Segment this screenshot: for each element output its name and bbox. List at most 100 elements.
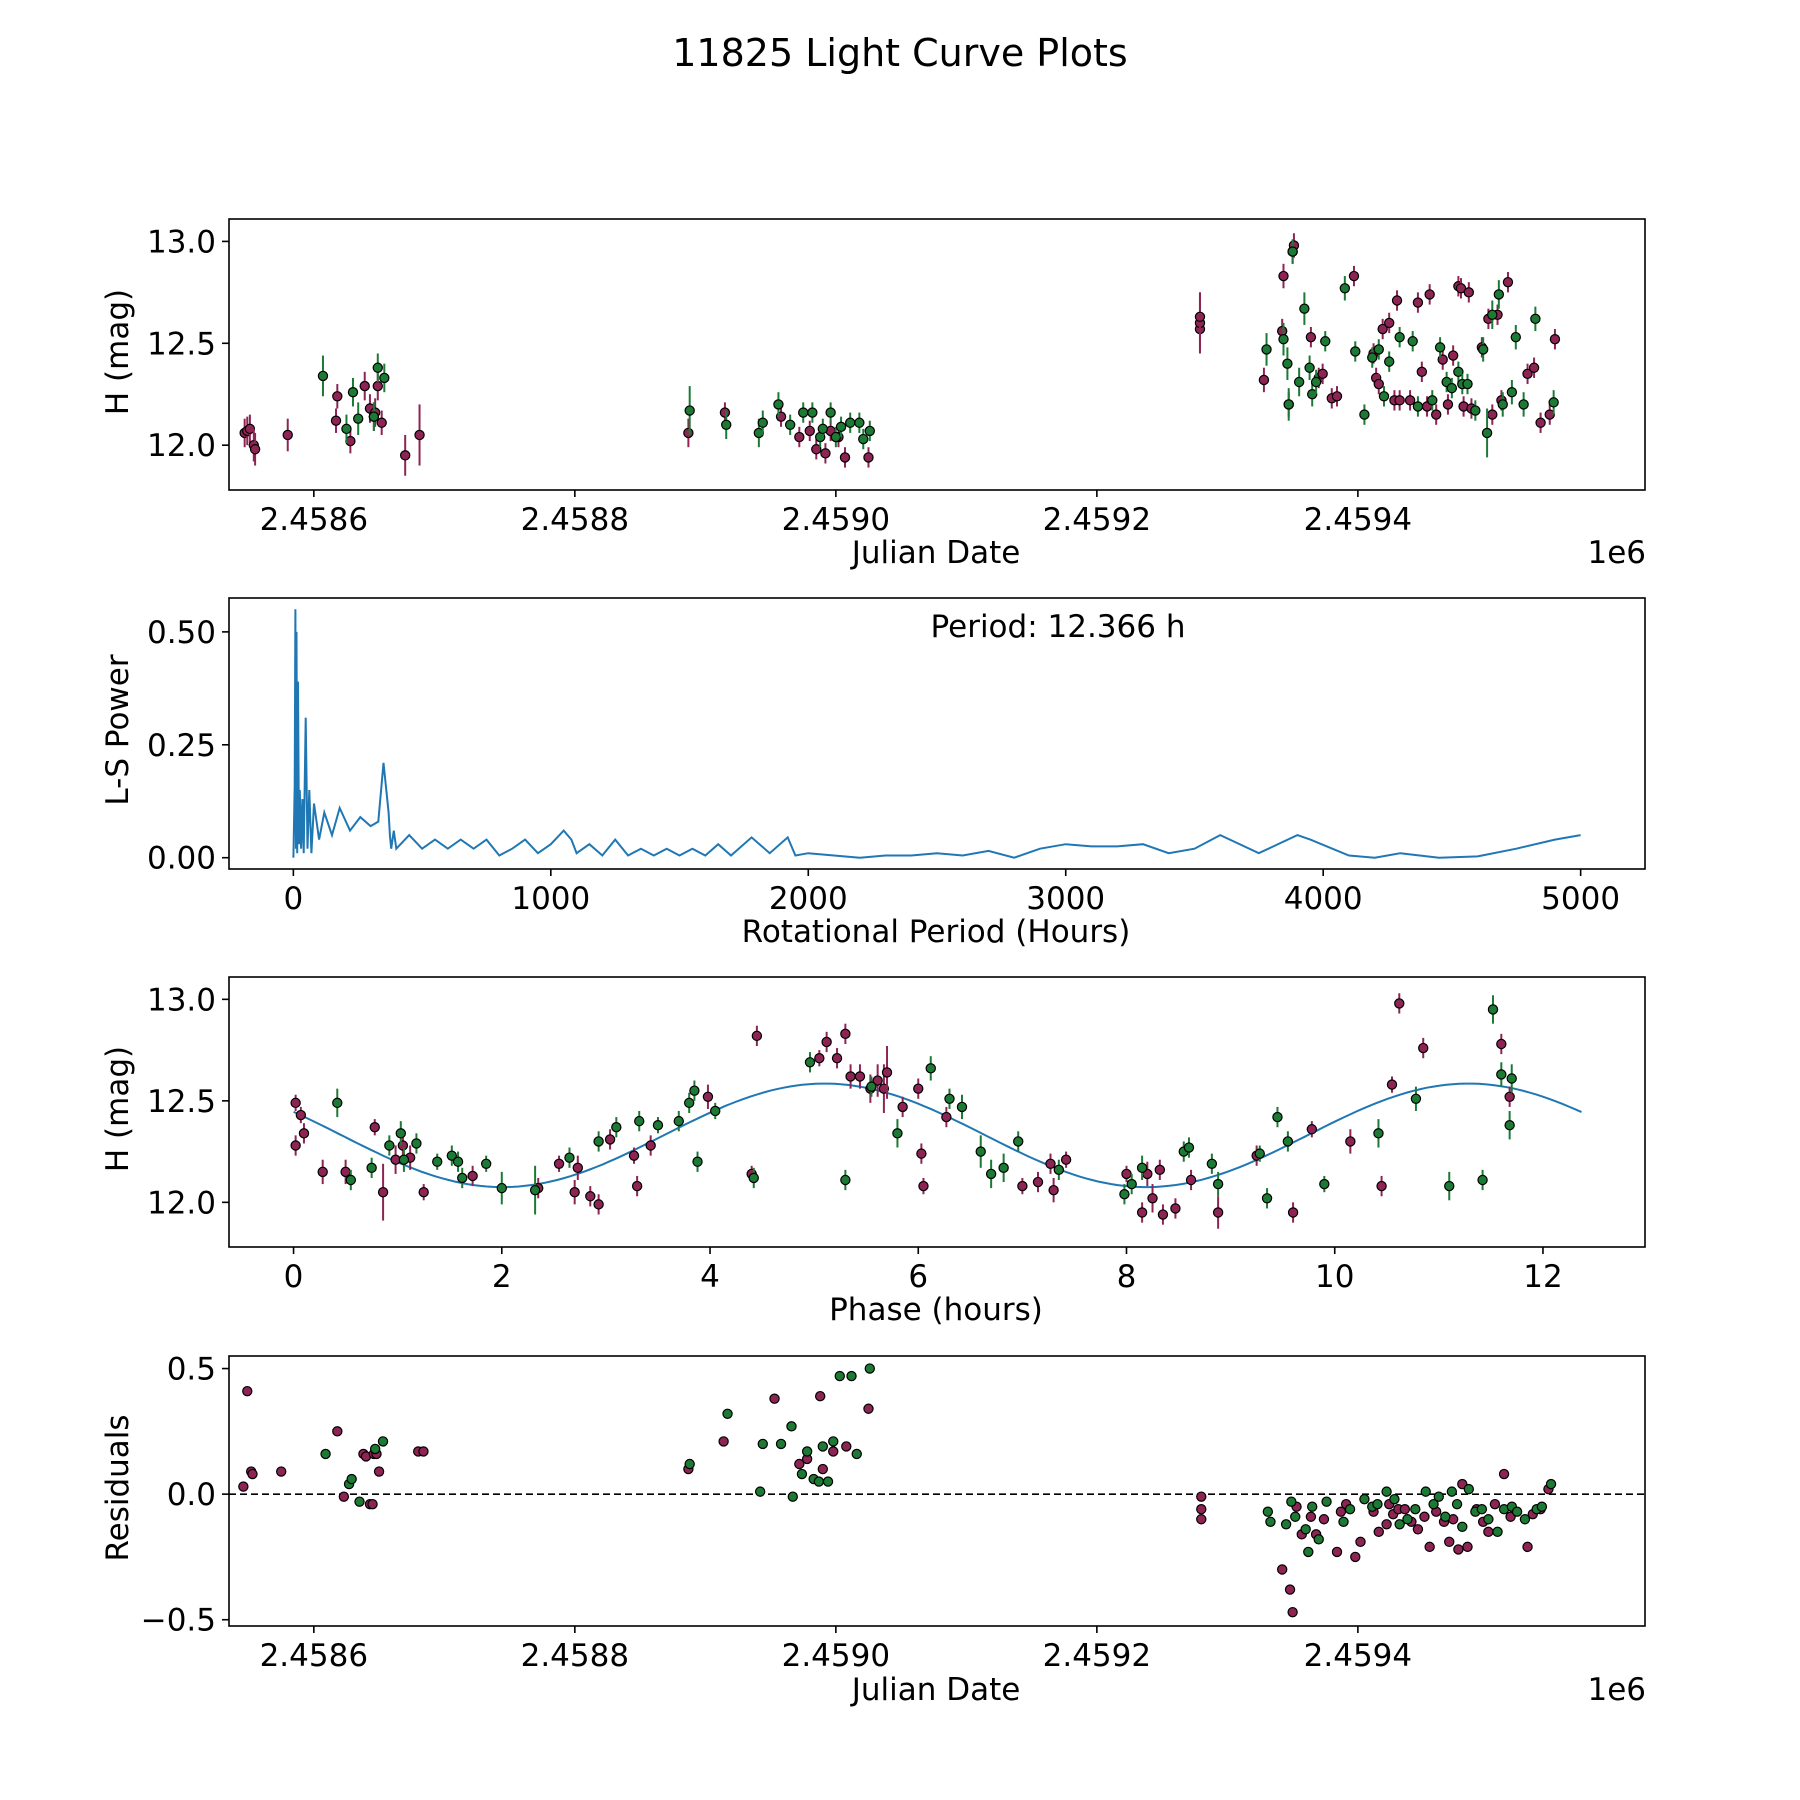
- green-data-point: [1410, 1504, 1421, 1515]
- red-data-point: [719, 407, 731, 418]
- green-data-point: [1338, 1516, 1349, 1527]
- green-data-point: [1487, 1004, 1499, 1015]
- red-data-point: [372, 380, 383, 392]
- figure-title: 11825 Light Curve Plots: [672, 31, 1127, 75]
- panel-4-offset-label: 1e6: [1587, 1672, 1646, 1708]
- red-data-point: [1483, 1526, 1494, 1538]
- red-data-point: [1318, 1514, 1330, 1525]
- red-data-point: [1157, 1209, 1169, 1220]
- x-tick-label: 2.4594: [1304, 1638, 1412, 1674]
- green-data-point: [1497, 399, 1508, 410]
- red-data-point: [340, 1166, 351, 1178]
- red-data-point: [593, 1199, 604, 1210]
- red-data-point: [718, 1436, 729, 1447]
- green-data-point: [684, 1097, 695, 1109]
- red-data-point: [863, 452, 874, 463]
- y-tick-label: 12.0: [147, 428, 216, 464]
- green-data-point: [1367, 352, 1378, 363]
- red-data-point: [1276, 1564, 1288, 1575]
- green-data-point: [796, 1468, 808, 1480]
- red-data-point: [1278, 270, 1289, 282]
- red-data-point: [418, 1186, 429, 1198]
- red-data-point: [1535, 417, 1546, 428]
- x-tick-label: 2.4588: [521, 1638, 629, 1674]
- red-data-point: [1212, 1207, 1224, 1218]
- red-data-point: [1348, 270, 1360, 282]
- red-data-point: [1121, 1168, 1132, 1180]
- green-data-point: [840, 1174, 851, 1186]
- red-data-point: [1394, 395, 1405, 406]
- red-data-point: [367, 1498, 378, 1510]
- green-data-point: [801, 1446, 813, 1457]
- red-data-point: [1412, 1524, 1424, 1535]
- green-data-point: [834, 1370, 845, 1382]
- red-data-point: [821, 1036, 832, 1048]
- green-data-point: [1126, 1178, 1137, 1190]
- green-data-point: [1282, 1136, 1294, 1147]
- green-data-point: [1373, 344, 1384, 355]
- green-data-point: [398, 1154, 410, 1165]
- green-data-point: [1462, 378, 1473, 390]
- green-data-point: [1394, 331, 1405, 343]
- green-data-point: [1412, 401, 1424, 412]
- green-data-point: [432, 1156, 443, 1167]
- green-data-point: [354, 1496, 365, 1507]
- green-data-point: [1487, 309, 1498, 320]
- green-data-point: [480, 1158, 492, 1169]
- green-data-point: [1492, 1526, 1503, 1538]
- red-data-point: [373, 1466, 385, 1477]
- green-data-point: [1477, 1174, 1488, 1186]
- green-data-point: [817, 1441, 829, 1452]
- red-data-point: [1060, 1154, 1072, 1165]
- green-data-point: [411, 1138, 422, 1149]
- red-data-point: [290, 1140, 301, 1151]
- green-data-point: [1427, 395, 1438, 406]
- green-data-point: [721, 419, 732, 430]
- green-data-point: [1372, 1498, 1383, 1510]
- green-data-point: [773, 399, 784, 410]
- red-data-point: [376, 417, 387, 428]
- red-data-point: [397, 1140, 409, 1151]
- green-data-point: [798, 407, 809, 418]
- red-data-point: [645, 1140, 656, 1151]
- y-tick-label: 0.50: [147, 615, 216, 651]
- red-data-point: [1489, 1498, 1501, 1510]
- green-data-point: [317, 370, 329, 382]
- red-data-point: [1381, 1519, 1392, 1530]
- red-data-point: [631, 1180, 643, 1192]
- green-data-point: [825, 407, 836, 418]
- red-data-point: [467, 1170, 478, 1182]
- green-data-point: [1278, 334, 1289, 345]
- red-data-point: [276, 1466, 287, 1477]
- plot-area: [229, 1363, 1645, 1618]
- y-tick-label: 13.0: [147, 982, 216, 1018]
- red-data-point: [1384, 317, 1395, 329]
- panel-4-xlabel: Julian Date: [850, 1672, 1021, 1708]
- residuals-panel: Residuals Julian Date 1e6 2.4586 2.4588 2.…: [100, 1352, 1646, 1708]
- red-data-point: [828, 1446, 839, 1457]
- green-data-point: [757, 1438, 768, 1450]
- green-data-point: [1420, 1486, 1431, 1497]
- x-tick-label: 1000: [511, 881, 590, 917]
- red-data-point: [1377, 323, 1388, 335]
- green-data-point: [1451, 1498, 1463, 1510]
- red-data-point: [811, 444, 822, 455]
- green-data-point: [652, 1119, 664, 1131]
- plot-area: [292, 609, 1581, 859]
- red-data-point: [399, 450, 411, 461]
- green-data-point: [634, 1115, 645, 1127]
- red-data-point: [1355, 1536, 1366, 1548]
- red-data-point: [794, 431, 805, 443]
- green-data-point: [1470, 405, 1481, 416]
- green-data-point: [1504, 1119, 1515, 1131]
- red-data-point: [238, 1481, 249, 1492]
- green-data-point: [787, 1491, 798, 1502]
- red-data-point: [804, 425, 815, 437]
- green-data-point: [1300, 1524, 1311, 1535]
- green-data-point: [346, 1473, 357, 1485]
- x-tick-label: 2.4592: [1043, 502, 1151, 538]
- red-data-point: [1442, 399, 1454, 410]
- red-data-point: [282, 429, 293, 441]
- red-data-point: [1376, 1180, 1387, 1192]
- x-tick-label: 2.4586: [260, 502, 368, 538]
